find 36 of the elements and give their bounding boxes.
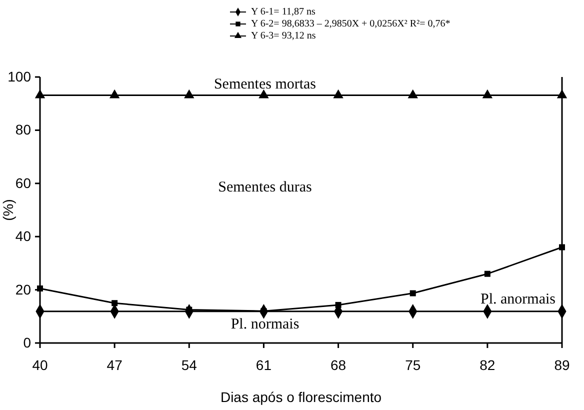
point bbox=[556, 89, 568, 98]
point bbox=[482, 89, 493, 98]
y-tick-label: 20 bbox=[15, 281, 32, 298]
point bbox=[184, 89, 194, 98]
annotation: Pl. anormais bbox=[480, 291, 556, 308]
y-tick-label: 40 bbox=[15, 228, 32, 244]
point bbox=[410, 290, 416, 296]
y-tick-label: 0 bbox=[23, 334, 32, 350]
y-tick-label: 100 bbox=[8, 68, 32, 84]
point bbox=[484, 270, 490, 277]
x-tick-label: 61 bbox=[256, 356, 272, 373]
point bbox=[335, 302, 342, 308]
y-tick-label: 80 bbox=[15, 122, 32, 138]
y-axis-title: (%) bbox=[0, 199, 16, 221]
point bbox=[408, 89, 418, 98]
point bbox=[333, 89, 344, 98]
annotation: Sementes duras bbox=[218, 179, 312, 196]
x-tick-label: 89 bbox=[554, 356, 570, 373]
point bbox=[34, 89, 46, 98]
point bbox=[109, 89, 120, 98]
x-tick-label: 68 bbox=[330, 356, 346, 373]
point bbox=[112, 300, 118, 306]
x-tick-label: 82 bbox=[480, 356, 496, 373]
annotation: Pl. normais bbox=[230, 316, 300, 332]
x-tick-label: 40 bbox=[32, 356, 48, 373]
legend-label: Y 6-2= 98,6833 – 2,9850X + 0,0256X² R²= 0,76* bbox=[251, 18, 450, 30]
legend-label: Y 6-1= 11,87 ns bbox=[251, 6, 316, 18]
point bbox=[559, 244, 565, 250]
x-tick-label: 75 bbox=[405, 356, 421, 373]
legend-label: Y 6-3= 93,12 ns bbox=[251, 30, 316, 42]
x-axis-title: Dias após o florescimento bbox=[220, 389, 382, 405]
annotation: Sementes mortas bbox=[214, 76, 316, 92]
y-tick-label: 60 bbox=[15, 174, 32, 191]
x-tick-label: 54 bbox=[181, 356, 198, 373]
point bbox=[258, 89, 269, 98]
x-tick-label: 47 bbox=[106, 356, 123, 373]
